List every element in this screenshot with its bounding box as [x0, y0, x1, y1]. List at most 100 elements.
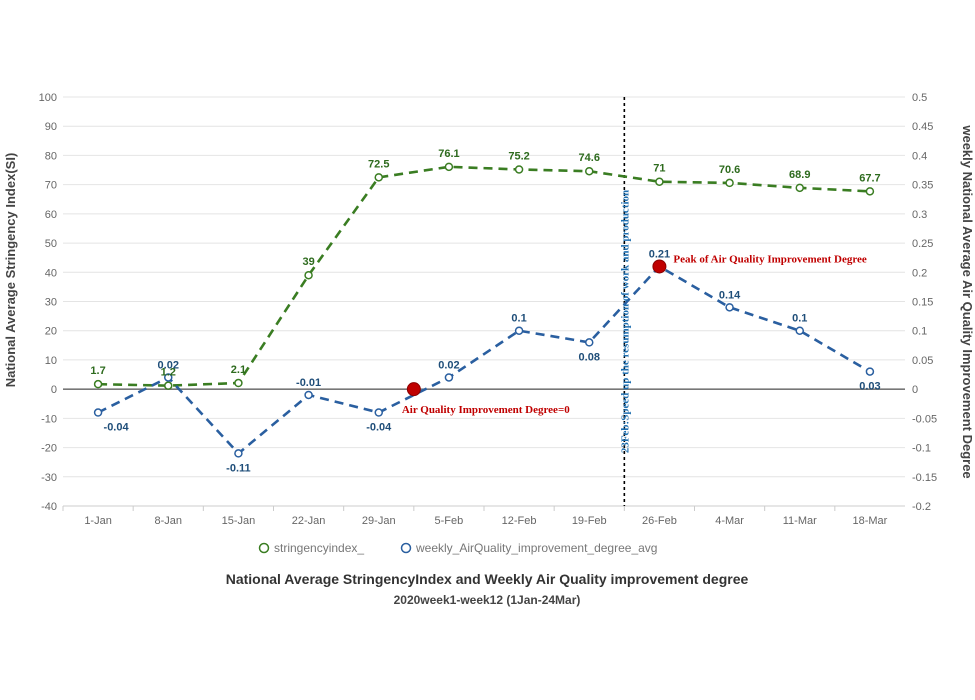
- x-tick-label: 8-Jan: [154, 515, 182, 527]
- right-tick-label: -0.05: [912, 413, 937, 425]
- right-tick-label: 0.1: [912, 326, 927, 338]
- highlight-marker[interactable]: [406, 382, 421, 397]
- data-label: 0.14: [719, 289, 741, 301]
- data-label: -0.01: [296, 377, 321, 389]
- data-point[interactable]: [795, 326, 804, 335]
- left-tick-label: 10: [45, 355, 57, 367]
- data-point[interactable]: [374, 408, 383, 417]
- data-point[interactable]: [725, 178, 734, 188]
- highlight-annotation: Air Quality Improvement Degree=0: [402, 404, 570, 416]
- data-point[interactable]: [865, 187, 875, 196]
- data-label: 75.2: [508, 150, 529, 162]
- right-tick-label: -0.2: [912, 501, 931, 513]
- left-tick-label: 80: [45, 150, 57, 162]
- data-point[interactable]: [164, 373, 173, 382]
- legend-airquality[interactable]: weekly_AirQuality_improvement_degree_avg: [400, 541, 658, 555]
- data-point[interactable]: [444, 373, 454, 382]
- x-tick-label: 1-Jan: [84, 515, 112, 527]
- data-label: 0.1: [792, 313, 807, 325]
- right-tick-label: 0.05: [912, 355, 933, 367]
- data-point[interactable]: [234, 449, 243, 458]
- resumption-label: 23Feb:Speed up the resumption of work an…: [619, 190, 631, 453]
- x-tick-label: 12-Feb: [502, 515, 537, 527]
- data-point[interactable]: [93, 408, 103, 417]
- data-point[interactable]: [234, 378, 243, 388]
- data-label: 68.9: [789, 169, 810, 181]
- left-tick-label: 90: [45, 121, 57, 133]
- data-label: 70.6: [719, 164, 740, 176]
- highlight-annotation: Peak of Air Quality Improvement Degree: [673, 253, 867, 265]
- right-tick-label: -0.15: [912, 472, 937, 484]
- right-tick-label: 0.2: [912, 267, 927, 279]
- left-axis-title: National Average Stringency Index(SI): [3, 153, 18, 388]
- right-tick-label: 0.35: [912, 180, 933, 192]
- data-point[interactable]: [304, 270, 313, 280]
- left-tick-label: 70: [45, 180, 57, 192]
- data-point[interactable]: [374, 173, 383, 182]
- data-label: 2.1: [231, 364, 246, 376]
- legend-airquality-marker: [400, 542, 412, 554]
- x-tick-label: 15-Jan: [222, 515, 256, 527]
- data-point[interactable]: [585, 166, 594, 176]
- data-point[interactable]: [514, 165, 524, 174]
- data-label: 0.1: [511, 313, 526, 325]
- data-label: 0.21: [649, 248, 670, 260]
- data-point[interactable]: [164, 381, 173, 390]
- legend-stringency-marker: [258, 542, 270, 554]
- right-tick-label: 0: [912, 384, 918, 396]
- right-tick-label: 0.4: [912, 150, 927, 162]
- grid: [63, 96, 905, 507]
- chart-subtitle: 2020week1-week12 (1Jan-24Mar): [394, 593, 581, 607]
- highlight-marker[interactable]: [652, 259, 667, 274]
- data-point[interactable]: [304, 390, 313, 400]
- x-tick-label: 26-Feb: [642, 515, 677, 527]
- left-tick-label: 100: [39, 92, 57, 104]
- left-tick-label: 0: [51, 384, 57, 396]
- data-point[interactable]: [795, 183, 804, 193]
- left-tick-label: 30: [45, 297, 57, 309]
- right-tick-label: 0.5: [912, 92, 927, 104]
- legend-stringency-label: stringencyindex_: [274, 541, 364, 555]
- left-tick-label: -10: [41, 413, 57, 425]
- left-tick-label: -40: [41, 501, 57, 513]
- data-point[interactable]: [444, 162, 454, 172]
- data-label: 39: [302, 256, 314, 268]
- right-tick-label: 0.45: [912, 121, 933, 133]
- left-tick-label: -30: [41, 472, 57, 484]
- data-label: 0.03: [859, 381, 880, 393]
- data-label: 1.2: [161, 367, 176, 379]
- left-tick-label: 50: [45, 238, 57, 250]
- data-label: 71: [653, 163, 665, 175]
- x-axis-ticks: 1-Jan 8-Jan 15-Jan 22-Jan 29-Jan 5-Feb 12-Feb 1…: [62, 505, 905, 527]
- highlight-markers: Air Quality Improvement Degree=0 Peak of …: [402, 253, 867, 416]
- left-tick-label: 40: [45, 267, 57, 279]
- data-label: 72.5: [368, 158, 389, 170]
- series-layer: [93, 162, 875, 458]
- data-label: 0.08: [579, 351, 600, 363]
- x-tick-label: 4-Mar: [715, 515, 744, 527]
- data-label: 67.7: [859, 172, 880, 184]
- series-line-0: [98, 165, 870, 387]
- data-point[interactable]: [865, 367, 875, 376]
- x-tick-label: 29-Jan: [362, 515, 396, 527]
- data-label: 0.02: [158, 359, 179, 371]
- right-tick-label: 0.25: [912, 238, 933, 250]
- data-point[interactable]: [585, 338, 594, 347]
- data-point[interactable]: [655, 177, 664, 186]
- x-tick-label: 18-Mar: [852, 515, 887, 527]
- right-tick-label: -0.1: [912, 443, 931, 455]
- x-tick-label: 22-Jan: [292, 515, 326, 527]
- right-tick-label: 0.15: [912, 297, 933, 309]
- data-label: 1.7: [90, 365, 105, 377]
- data-point[interactable]: [514, 326, 524, 335]
- legend-stringency[interactable]: stringencyindex_: [258, 541, 365, 555]
- x-tick-label: 5-Feb: [435, 515, 464, 527]
- data-point[interactable]: [93, 379, 103, 389]
- data-point[interactable]: [725, 303, 734, 312]
- x-tick-label: 19-Feb: [572, 515, 607, 527]
- data-label: -0.04: [366, 422, 392, 434]
- x-tick-label: 11-Mar: [783, 515, 817, 527]
- chart-title: National Average StringencyIndex and Wee…: [226, 571, 749, 587]
